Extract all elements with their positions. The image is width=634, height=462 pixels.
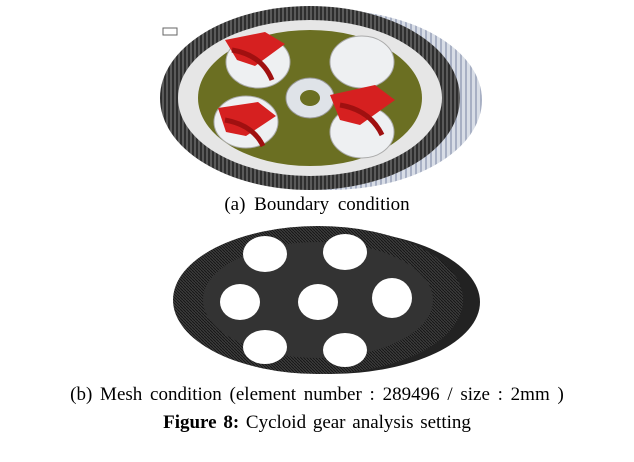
subfigure-caption: (b) Mesh condition (element number : 289…	[0, 384, 634, 406]
figure-label: Figure 8:	[163, 412, 239, 433]
figure-caption-text: Cycloid gear analysis setting	[246, 412, 471, 433]
boundary-condition-image	[0, 0, 634, 196]
figure-page: (a) Boundary condition (b) Mesh conditio…	[0, 0, 634, 462]
mesh-condition-image	[0, 222, 634, 382]
subfigure-caption: (a) Boundary condition	[0, 194, 634, 216]
figure-caption: Figure 8: Cycloid gear analysis setting	[0, 412, 634, 434]
